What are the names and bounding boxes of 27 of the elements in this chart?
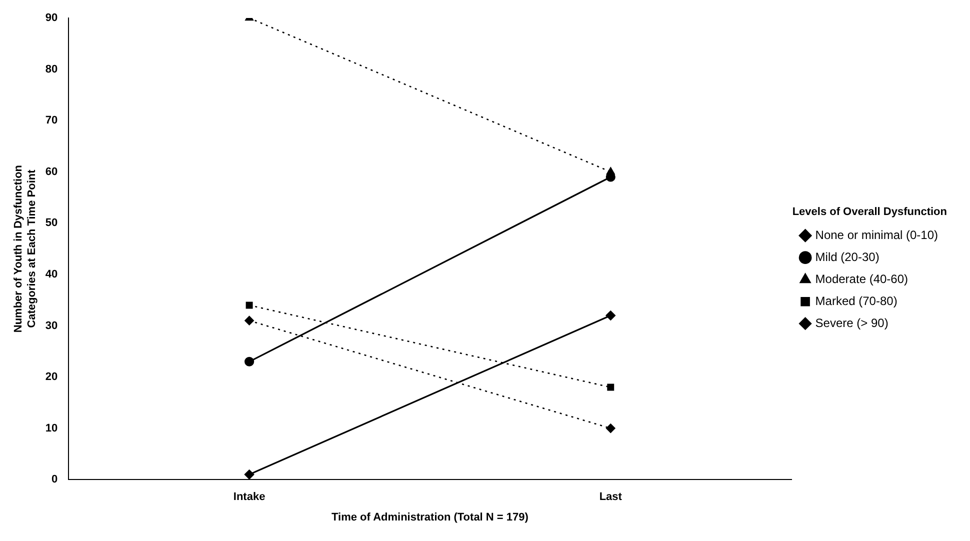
- legend-label: Moderate (40-60): [815, 272, 908, 286]
- legend-label: Marked (70-80): [815, 294, 898, 308]
- point: [606, 424, 616, 433]
- y-tick-label: 0: [52, 474, 58, 486]
- y-tick-label: 10: [45, 422, 58, 434]
- y-tick-label: 50: [45, 217, 58, 230]
- y-tick-label: 60: [45, 166, 58, 178]
- legend-label: Severe (> 90): [815, 316, 888, 330]
- y-tick-label: 30: [45, 320, 58, 332]
- y-tick-label: 20: [45, 371, 58, 384]
- point: [244, 316, 254, 326]
- y-tick-label: 80: [45, 63, 58, 76]
- y-tick-label: 40: [45, 268, 58, 280]
- y-tick-label: 90: [45, 12, 58, 24]
- point: [606, 310, 616, 320]
- legend-label: None or minimal (0-10): [815, 228, 938, 242]
- x-tick-label: Intake: [233, 491, 266, 504]
- point: [244, 470, 254, 480]
- legend-label: Mild (20-30): [815, 250, 880, 264]
- x-axis-title: Time of Administration (Total N = 179): [332, 511, 529, 524]
- legend-title: Levels of Overall Dysfunction: [792, 206, 948, 218]
- point: [244, 356, 254, 366]
- point: [607, 384, 614, 391]
- y-axis-title: Number of Youth in Dysfunction Categories at Each Time Point: [12, 164, 38, 333]
- x-tick-label: Last: [599, 491, 622, 504]
- point: [246, 302, 253, 309]
- y-tick-label: 70: [45, 114, 58, 127]
